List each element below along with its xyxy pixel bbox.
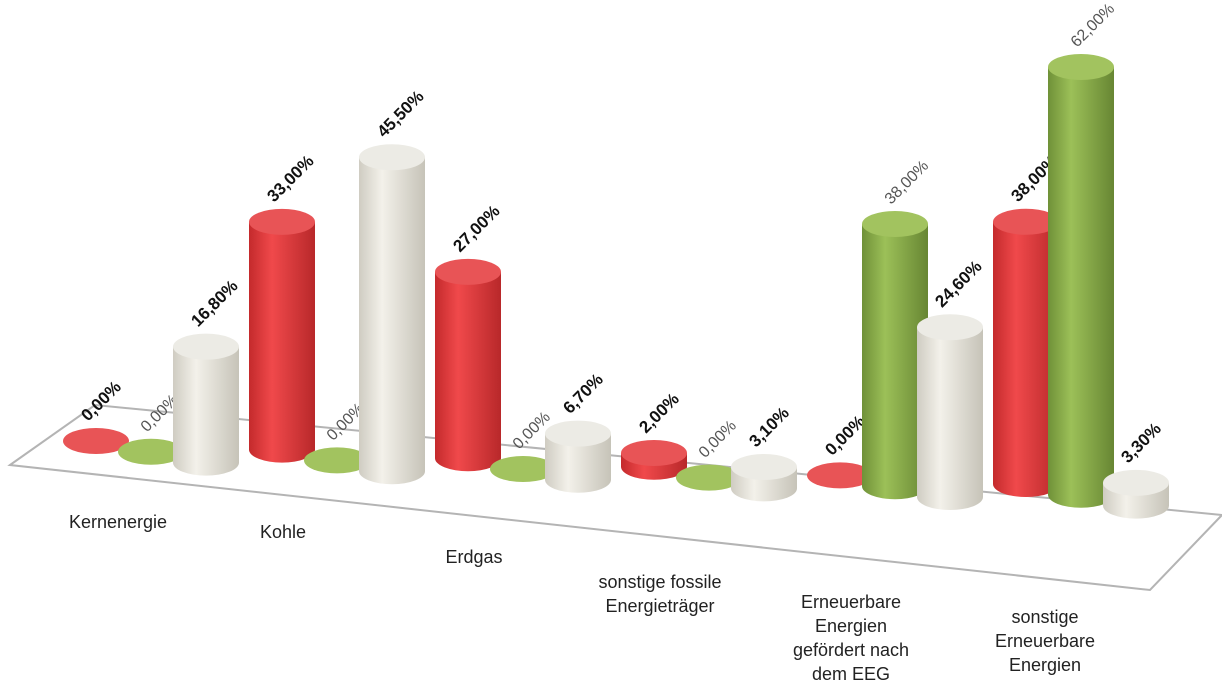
category-label-erneuerbare-eeg: Erneuerbare Energien gefördert nach dem … — [792, 592, 910, 684]
value-label-grey-1: 45,50% — [373, 87, 427, 141]
bar-red-1 — [249, 208, 315, 463]
bar-grey-0 — [173, 333, 239, 476]
value-label-grey-5: 3,30% — [1117, 419, 1165, 467]
bar-grey-1 — [359, 144, 425, 485]
category-label-kohle: Kohle — [259, 522, 307, 542]
bar-green-4 — [862, 211, 928, 500]
category-label-kernenergie: Kernenergie — [68, 512, 168, 532]
bar-green-5 — [1048, 54, 1114, 508]
bar-grey-3 — [731, 454, 797, 502]
value-label-red-3: 2,00% — [635, 389, 683, 437]
value-label-red-2: 27,00% — [449, 202, 503, 256]
value-label-grey-2: 6,70% — [559, 370, 607, 418]
bar-grey-5 — [1103, 469, 1169, 519]
category-label-sonstige-erneuerbare: sonstige Erneuerbare Energien — [994, 607, 1096, 675]
value-label-green-4: 38,00% — [882, 157, 932, 207]
value-label-grey-4: 24,60% — [931, 257, 985, 311]
bar-green-0 — [118, 438, 184, 465]
value-label-green-3: 0,00% — [696, 417, 740, 461]
bar-red-3 — [621, 440, 687, 480]
category-label-sonstige-fossile: sonstige fossile Energieträger — [598, 572, 722, 616]
category-label-erdgas: Erdgas — [445, 547, 503, 567]
bar-green-1 — [304, 447, 370, 474]
bar-red-2 — [435, 258, 501, 472]
value-label-red-4: 0,00% — [821, 412, 869, 460]
bar-green-2 — [490, 456, 556, 482]
value-label-grey-0: 16,80% — [187, 276, 241, 330]
value-label-red-1: 33,00% — [263, 152, 317, 206]
bar-red-4 — [807, 462, 873, 489]
bar-red-0 — [63, 428, 129, 454]
bar-red-5 — [993, 208, 1059, 498]
bar-green-3 — [676, 464, 742, 491]
bar-grey-4 — [917, 314, 983, 510]
value-label-grey-3: 3,10% — [745, 403, 793, 451]
bar-grey-2 — [545, 420, 611, 493]
value-label-green-5: 62,00% — [1068, 0, 1118, 50]
